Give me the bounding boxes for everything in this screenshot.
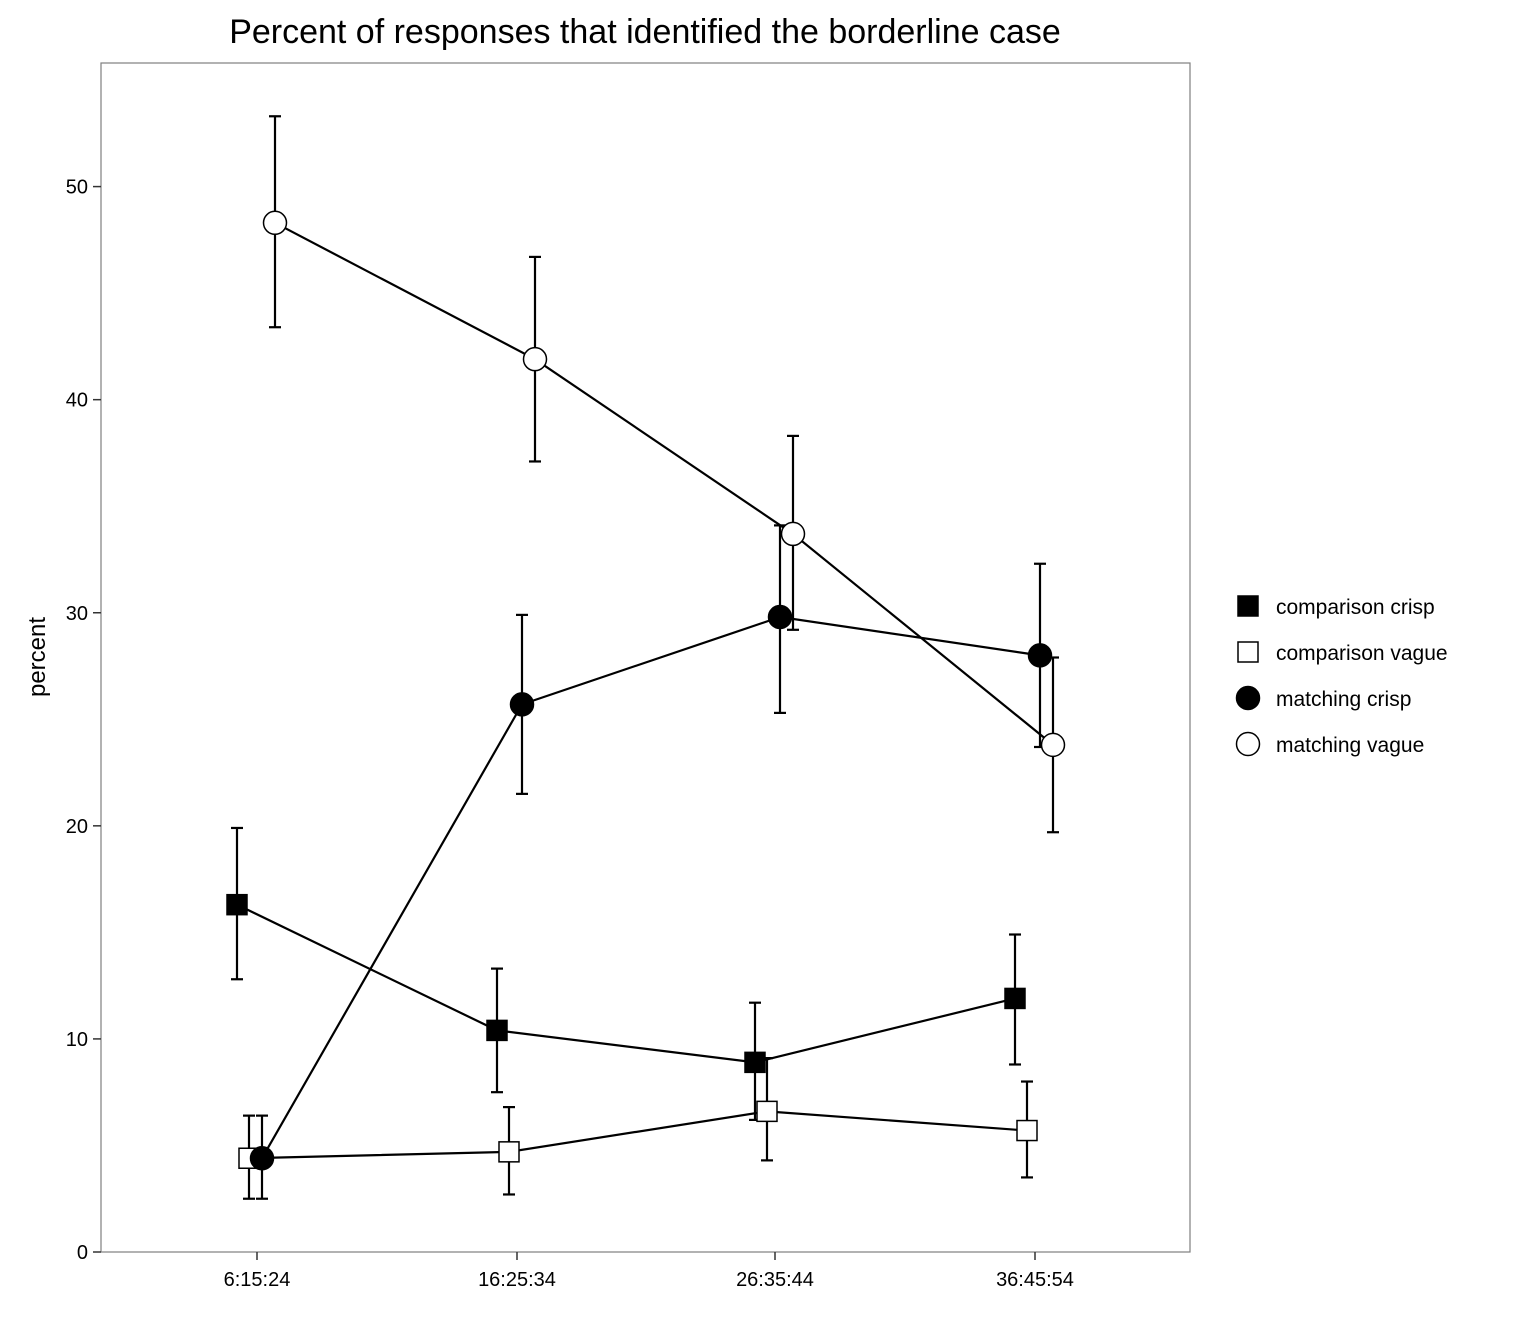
legend-label: matching vague: [1276, 734, 1424, 757]
point-matching-vague: [780, 521, 806, 547]
point-matching-crisp: [509, 692, 535, 717]
point-comparison-crisp: [486, 1019, 508, 1042]
plot-panel: [100, 62, 1191, 1253]
point-comparison-vague: [756, 1100, 778, 1123]
legend-key-comparison-crisp: [1237, 595, 1259, 617]
y-tick-label: 50: [66, 177, 88, 199]
y-axis-label: percent: [24, 617, 51, 697]
y-tick-label: 10: [66, 1029, 88, 1051]
y-tick-label: 30: [66, 603, 88, 625]
point-comparison-vague: [498, 1141, 520, 1163]
legend-item-comparison-vague: comparison vague: [1237, 641, 1448, 665]
point-matching-crisp: [249, 1145, 275, 1171]
legend-label: matching crisp: [1276, 688, 1411, 711]
point-matching-crisp: [1027, 643, 1053, 668]
legend-item-matching-vague: matching vague: [1235, 731, 1424, 757]
chart-title: Percent of responses that identified the…: [229, 13, 1061, 51]
series-line-matching-vague: [274, 221, 1054, 746]
series-layer: [226, 115, 1066, 1200]
legend-item-matching-crisp: matching crisp: [1235, 685, 1411, 711]
series-line-comparison-vague: [248, 1110, 1028, 1160]
point-matching-crisp: [767, 604, 793, 630]
legend-label: comparison vague: [1276, 642, 1448, 665]
x-tick-label: 6:15:24: [224, 1269, 291, 1291]
point-comparison-crisp: [226, 893, 248, 916]
legend-key-matching-crisp: [1235, 685, 1261, 711]
legend-label: comparison crisp: [1276, 596, 1435, 619]
series-lines: [236, 221, 1054, 1160]
point-matching-vague: [262, 210, 288, 236]
y-tick-label: 20: [66, 816, 88, 838]
legend: comparison crisp comparison vague matching…: [1235, 595, 1448, 757]
legend-key-comparison-vague: [1237, 641, 1259, 663]
y-axis: 0 10 20 30 40 50: [66, 177, 101, 1264]
legend-item-comparison-crisp: comparison crisp: [1237, 595, 1435, 619]
point-matching-vague: [1040, 732, 1066, 758]
point-matching-vague: [522, 346, 548, 372]
x-tick-label: 36:45:54: [996, 1269, 1074, 1291]
series-line-comparison-crisp: [236, 903, 1016, 1064]
x-axis: 6:15:24 16:25:34 26:35:44 36:45:54: [224, 1252, 1074, 1291]
y-tick-label: 40: [66, 390, 88, 412]
x-tick-label: 26:35:44: [736, 1269, 814, 1291]
point-comparison-vague: [1016, 1119, 1038, 1142]
legend-key-matching-vague: [1235, 731, 1261, 757]
series-line-matching-crisp: [261, 615, 1041, 1159]
point-comparison-crisp: [744, 1051, 766, 1074]
data-points: [226, 210, 1066, 1171]
point-comparison-crisp: [1004, 987, 1026, 1010]
x-tick-label: 16:25:34: [478, 1269, 556, 1291]
y-tick-label: 0: [77, 1242, 88, 1264]
